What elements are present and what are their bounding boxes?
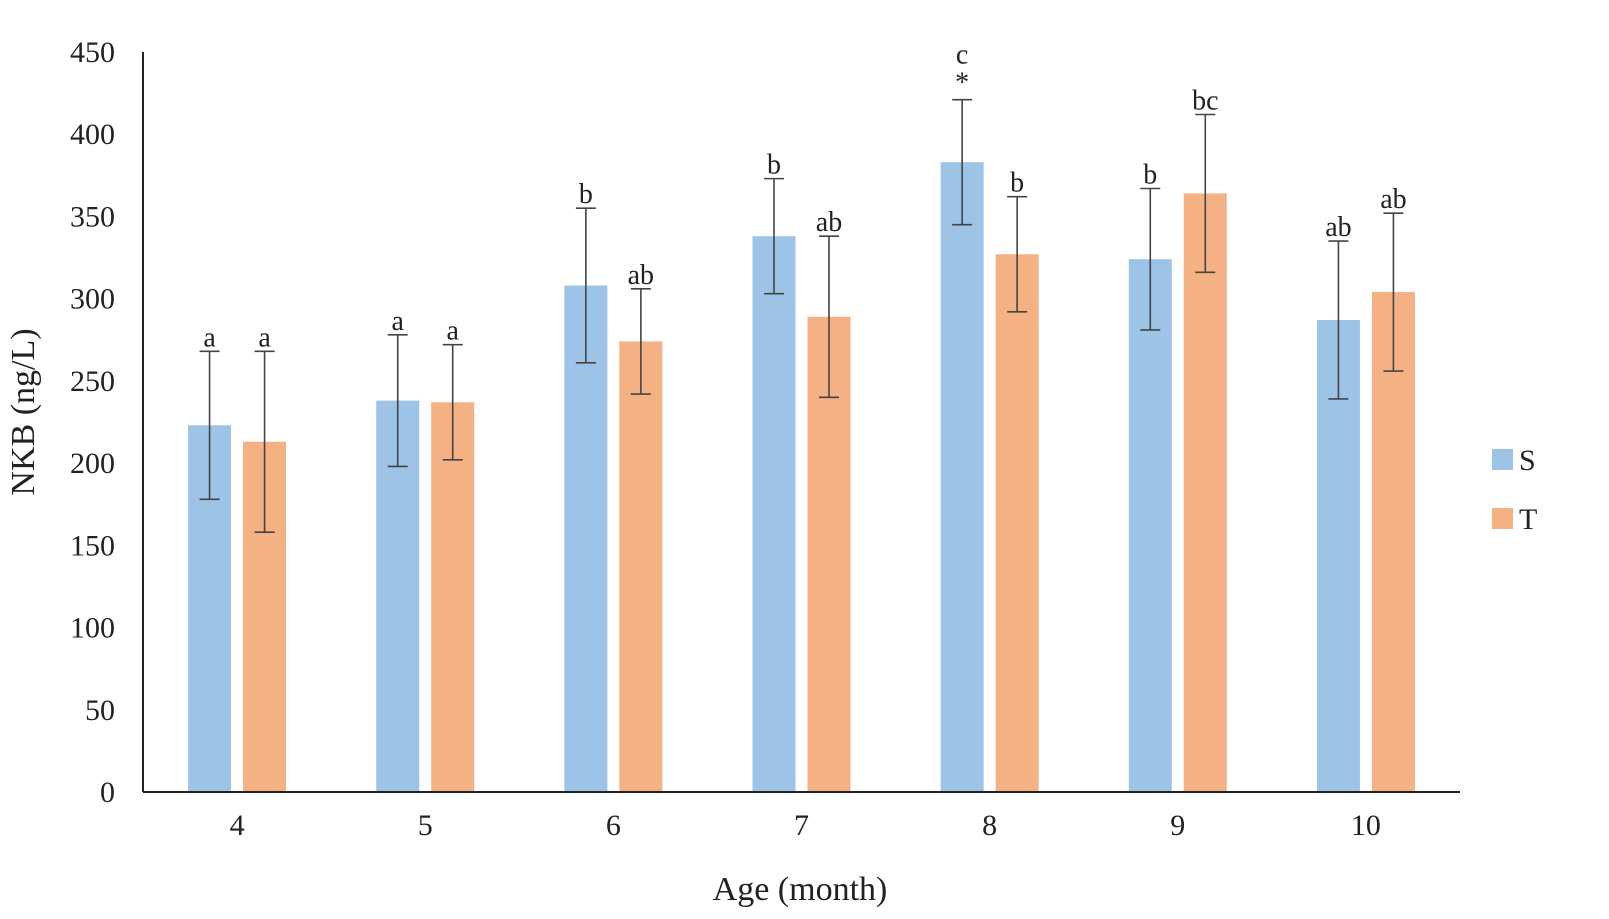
legend: S T [1492, 444, 1537, 536]
significance-letter: c [956, 40, 968, 71]
error-bar-t-9 [1195, 113, 1216, 274]
y-tick-label: 150 [70, 529, 115, 562]
error-bar-s-7 [764, 177, 784, 295]
error-bar-t-10 [1383, 212, 1404, 372]
error-bar-t-5 [442, 343, 463, 461]
significance-letter: ab [816, 207, 842, 238]
legend-swatch-t [1492, 508, 1513, 529]
error-bar-s-10 [1328, 240, 1349, 400]
error-bar-t-8 [1007, 195, 1028, 313]
bar-t-5 [431, 402, 475, 792]
error-bar-s-9 [1140, 187, 1161, 331]
y-tick-label: 450 [70, 36, 115, 69]
bar-t-6 [619, 341, 663, 792]
bar-s-8 [940, 162, 984, 792]
significance-letter: ab [1380, 184, 1406, 215]
bar-t-10 [1371, 292, 1415, 792]
y-tick-label: 100 [70, 612, 115, 645]
significance-letter: a [391, 306, 404, 337]
y-tick-label: 300 [70, 283, 115, 316]
x-tick-label: 4 [230, 809, 245, 842]
x-tick-label: 8 [982, 809, 997, 842]
significance-letter: a [203, 322, 216, 353]
y-tick-label: 50 [85, 694, 115, 727]
x-tick-label: 7 [794, 809, 809, 842]
bar-t-8 [995, 254, 1039, 792]
significance-letter: bc [1192, 85, 1218, 116]
bar-s-9 [1128, 259, 1172, 792]
x-axis-title: Age (month) [713, 871, 888, 908]
significance-letter: ab [628, 260, 654, 291]
x-tick-label: 9 [1170, 809, 1185, 842]
legend-swatch-s [1492, 449, 1513, 470]
x-axis-ticks: 4 5 6 7 8 9 10 [230, 809, 1381, 842]
significance-letter: b [579, 179, 593, 210]
significance-letter: b [1143, 159, 1157, 190]
significance-mark: * [955, 68, 969, 99]
error-bar-s-8 [952, 98, 973, 226]
x-tick-label: 6 [606, 809, 621, 842]
bar-s-7 [752, 236, 796, 792]
bars [188, 162, 1415, 792]
y-tick-label: 350 [70, 200, 115, 233]
error-bar-t-7 [819, 235, 839, 399]
y-axis-ticks: 0 50 100 150 200 250 300 350 400 450 [70, 36, 115, 809]
x-tick-label: 10 [1351, 809, 1381, 842]
error-bars [199, 98, 1404, 533]
error-bar-s-6 [575, 207, 596, 364]
error-bar-s-5 [387, 334, 408, 468]
significance-letter: a [446, 316, 459, 347]
y-tick-label: 0 [100, 776, 115, 809]
y-tick-label: 200 [70, 447, 115, 480]
x-tick-label: 5 [418, 809, 433, 842]
significance-letter: b [1010, 168, 1024, 199]
legend-label-t: T [1519, 503, 1537, 536]
error-bar-s-4 [199, 350, 220, 501]
error-bar-t-4 [254, 350, 275, 533]
significance-letter: ab [1325, 212, 1351, 243]
significance-letter: a [258, 322, 271, 353]
bar-s-6 [564, 285, 608, 792]
error-bar-t-6 [630, 287, 651, 395]
bar-t-9 [1183, 193, 1227, 792]
significance-letter: b [767, 150, 781, 181]
y-tick-label: 250 [70, 365, 115, 398]
y-tick-label: 400 [70, 118, 115, 151]
legend-label-s: S [1519, 444, 1536, 477]
y-axis-title: NKB (ng/L) [5, 328, 42, 495]
